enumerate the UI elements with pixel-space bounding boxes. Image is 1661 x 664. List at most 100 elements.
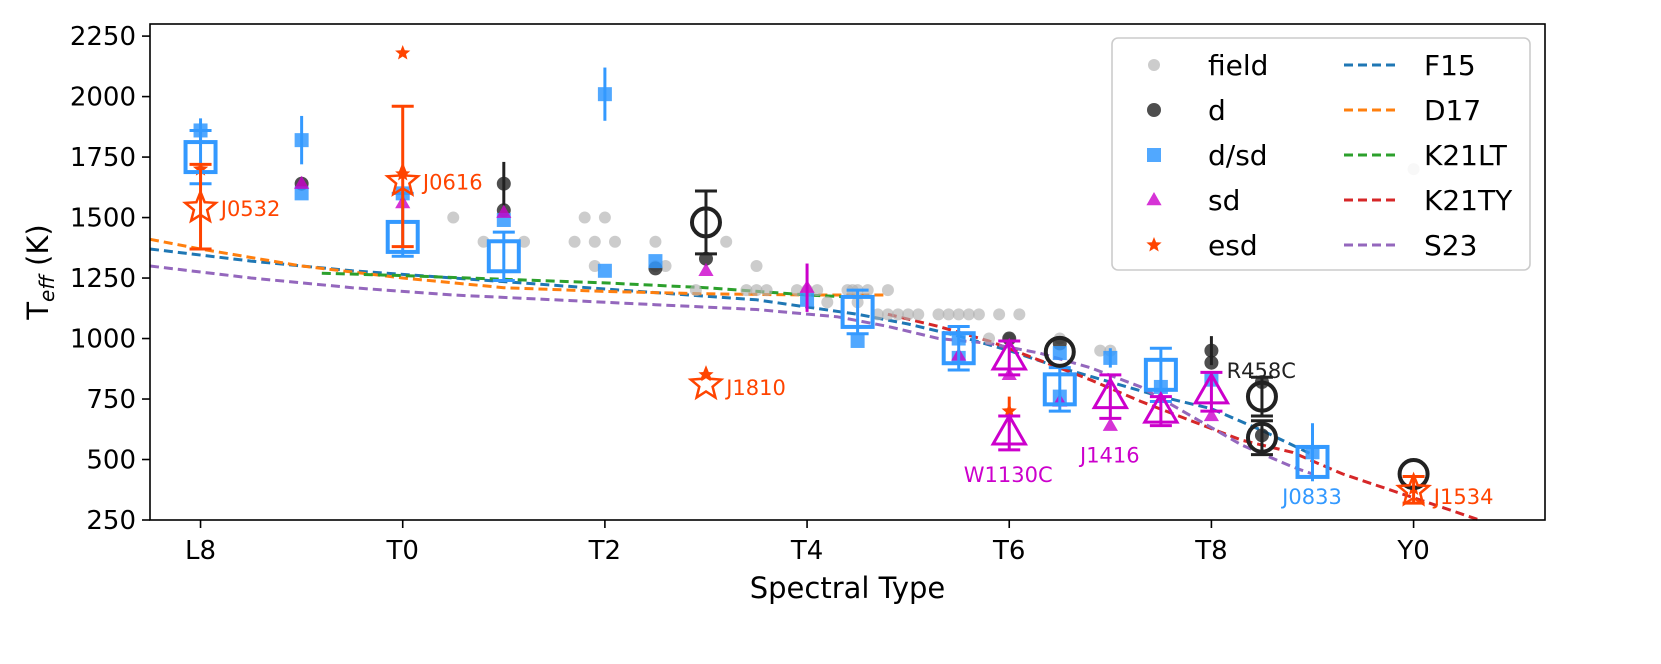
y-tick-label: 1500 <box>70 204 136 234</box>
legend-marker-esd <box>1146 237 1162 252</box>
point-field <box>912 308 925 321</box>
point-field <box>902 308 915 321</box>
y-tick-label: 1000 <box>70 325 136 355</box>
point-field <box>821 296 834 309</box>
point-esd <box>1001 403 1017 418</box>
label-j1416: J1416 <box>1078 444 1140 468</box>
y-tick-label: 2000 <box>70 83 136 113</box>
point-sd <box>294 175 310 189</box>
point-sd <box>1203 407 1220 422</box>
label-j0833: J0833 <box>1280 485 1342 509</box>
legend-label-k21ty: K21TY <box>1424 184 1513 217</box>
highlight-dsd-square <box>1143 357 1178 392</box>
label-w1130c: W1130C <box>964 463 1053 487</box>
y-tick-label: 250 <box>86 506 136 536</box>
highlight-sd-triangle <box>990 337 1028 371</box>
label-j1534: J1534 <box>1432 485 1494 509</box>
highlight-sd-triangle <box>990 412 1028 446</box>
point-field <box>649 235 662 248</box>
point-field <box>578 211 591 224</box>
point-field <box>881 284 894 297</box>
point-dsd <box>648 254 663 269</box>
y-axis-label-main: T <box>21 302 55 321</box>
point-field <box>892 308 905 321</box>
legend-marker-dsd <box>1147 148 1161 162</box>
point-field <box>588 259 601 272</box>
point-field <box>1094 344 1107 357</box>
highlight-d-circle <box>689 206 722 239</box>
x-tick-label: T4 <box>790 536 823 566</box>
legend-label-field: field <box>1208 49 1268 82</box>
highlight-esd-star <box>182 188 220 224</box>
highlight-dsd-square <box>486 239 521 274</box>
point-field <box>568 235 581 248</box>
point-dsd <box>850 333 865 348</box>
legend-label-d17: D17 <box>1424 94 1481 127</box>
legend-box <box>1111 37 1531 271</box>
point-field <box>598 211 611 224</box>
y-axis-label-sub: eff <box>35 273 59 302</box>
label-j1810: J1810 <box>724 376 786 400</box>
point-field <box>993 308 1006 321</box>
highlight-esd-star <box>1395 471 1433 507</box>
legend-marker-d <box>1147 103 1161 117</box>
point-field <box>871 308 884 321</box>
highlighted-objects <box>182 104 1433 507</box>
point-sd <box>698 262 714 276</box>
point-sd <box>496 204 512 218</box>
label-j0532: J0532 <box>219 197 281 221</box>
y-tick-label: 500 <box>86 446 136 476</box>
plot-area <box>149 23 1546 521</box>
point-field <box>972 308 985 321</box>
point-sd <box>799 279 815 293</box>
legend-label-k21lt: K21LT <box>1424 139 1508 172</box>
point-field <box>881 308 894 321</box>
highlight-d-circle <box>1245 421 1278 454</box>
legend-marker-field <box>1148 59 1160 71</box>
point-field <box>588 235 601 248</box>
legend-label-esd: esd <box>1208 229 1258 262</box>
legend-label-s23: S23 <box>1424 229 1477 262</box>
point-field <box>740 284 753 297</box>
point-dsd <box>1103 350 1118 365</box>
model-line-d17 <box>149 237 888 297</box>
point-dsd <box>597 87 612 102</box>
y-tick-label: 1250 <box>70 264 136 294</box>
x-tick-label: T6 <box>992 536 1025 566</box>
point-field <box>659 259 672 272</box>
point-field <box>983 332 996 345</box>
point-field <box>790 284 803 297</box>
point-field <box>962 308 975 321</box>
point-field <box>952 308 965 321</box>
x-tick-label: T2 <box>588 536 621 566</box>
model-line-s23 <box>149 264 1314 476</box>
legend-label-f15: F15 <box>1424 49 1476 82</box>
point-field <box>750 284 763 297</box>
point-d <box>1204 343 1219 358</box>
highlight-dsd-square <box>941 331 976 366</box>
legend: field d d/sd sd esd F15 D17 K21LT K21TY S23 <box>1111 37 1531 271</box>
legend-marker-sd <box>1146 192 1162 206</box>
point-field <box>720 235 733 248</box>
model-line-k21lt <box>321 271 858 299</box>
highlight-dsd-square <box>1042 372 1077 407</box>
highlight-dsd-square <box>1295 444 1330 479</box>
point-dsd <box>294 186 309 201</box>
point-d <box>496 176 511 191</box>
y-tick-label: 750 <box>86 385 136 415</box>
point-field <box>942 308 955 321</box>
highlight-dsd-square <box>840 294 875 329</box>
point-dsd <box>294 133 309 148</box>
highlight-esd-star <box>384 161 422 197</box>
point-field <box>689 284 702 297</box>
highlight-sd-triangle <box>1091 376 1130 410</box>
point-field <box>760 284 773 297</box>
x-axis-label: Spectral Type <box>750 571 946 605</box>
point-esd <box>395 45 411 60</box>
highlight-esd-star <box>687 365 725 401</box>
point-sd <box>1102 417 1118 431</box>
point-field <box>477 235 490 248</box>
model-line-f15 <box>149 247 1314 457</box>
y-tick-label: 2250 <box>70 22 136 52</box>
